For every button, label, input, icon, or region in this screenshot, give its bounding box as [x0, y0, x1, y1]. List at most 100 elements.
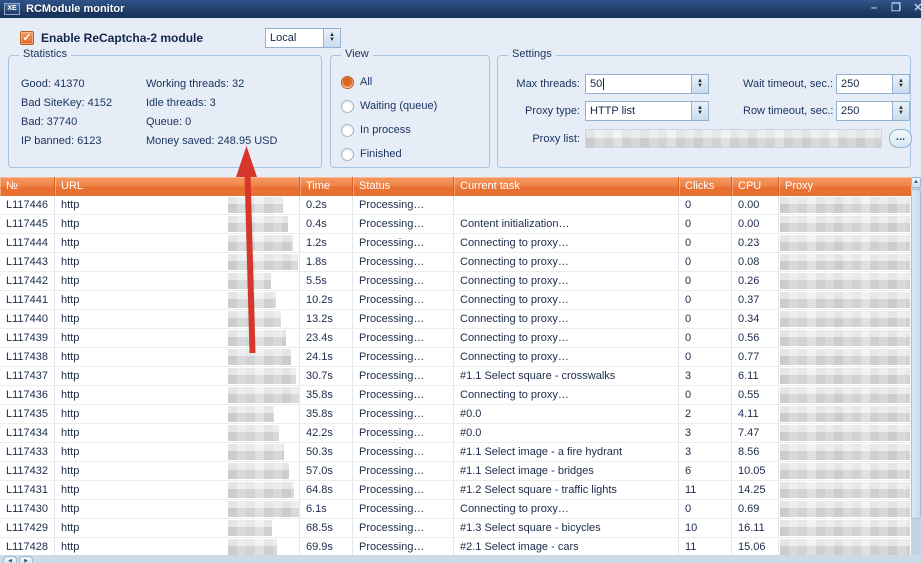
close-button[interactable]: ✕ [913, 2, 921, 14]
minimize-button[interactable]: – [870, 2, 878, 14]
view-option-inprocess[interactable]: In process [341, 122, 411, 138]
table-row[interactable]: L117442 http 5.5s Processing… Connecting… [0, 272, 911, 291]
cell-url: http [55, 272, 300, 290]
radio-icon[interactable] [341, 99, 354, 113]
cell-clicks: 6 [679, 462, 732, 480]
window-title: RCModule monitor [26, 3, 125, 15]
proxy-list-field-redacted[interactable] [585, 129, 882, 148]
settings-group: Settings Max threads: 50 ▲ ▼ Proxy type: … [497, 48, 912, 168]
row-timeout-input[interactable]: 250 ▲ ▼ [836, 101, 910, 121]
scroll-left-icon[interactable]: ◀ [3, 556, 17, 563]
table-row[interactable]: L117439 http 23.4s Processing… Connectin… [0, 329, 911, 348]
vertical-scrollbar[interactable]: ▲ [911, 177, 921, 556]
statistics-group: Statistics Good: 41370 Bad SiteKey: 4152 B… [8, 48, 322, 168]
cell-time: 30.7s [300, 367, 353, 385]
wait-timeout-input[interactable]: 250 ▲ ▼ [836, 74, 910, 94]
mode-value[interactable]: Local [265, 28, 323, 48]
redacted-url [228, 539, 277, 555]
table-row[interactable]: L117429 http 68.5s Processing… #1.3 Sele… [0, 519, 911, 538]
view-option-finished[interactable]: Finished [341, 146, 402, 162]
scroll-right-icon[interactable]: ▶ [19, 556, 33, 563]
cell-proxy [779, 500, 911, 518]
exe-icon: XE [4, 3, 20, 15]
cell-url: http [55, 310, 300, 328]
table-row[interactable]: L117435 http 35.8s Processing… #0.0 2 4.… [0, 405, 911, 424]
max-threads-spinner[interactable]: ▲ ▼ [691, 74, 709, 94]
col-cpu[interactable]: CPU [732, 177, 779, 196]
redacted-proxy [780, 273, 910, 289]
cell-proxy [779, 310, 911, 328]
radio-icon[interactable] [341, 75, 354, 89]
cell-id: L117436 [0, 386, 55, 404]
table-row[interactable]: L117441 http 10.2s Processing… Connectin… [0, 291, 911, 310]
table-row[interactable]: L117444 http 1.2s Processing… Connecting… [0, 234, 911, 253]
cell-time: 10.2s [300, 291, 353, 309]
col-url[interactable]: URL [55, 177, 300, 196]
radio-icon[interactable] [341, 123, 354, 137]
table-row[interactable]: L117436 http 35.8s Processing… Connectin… [0, 386, 911, 405]
table-row[interactable]: L117430 http 6.1s Processing… Connecting… [0, 500, 911, 519]
proxy-list-browse-button[interactable]: ... [889, 129, 912, 148]
settings-title: Settings [508, 48, 556, 60]
view-option-all[interactable]: All [341, 74, 372, 90]
cell-task: Connecting to proxy… [454, 348, 679, 366]
horizontal-scrollbar[interactable]: ◀ ▶ [0, 555, 921, 563]
cell-cpu: 0.00 [732, 196, 779, 214]
table-row[interactable]: L117437 http 30.7s Processing… #1.1 Sele… [0, 367, 911, 386]
scroll-up-icon[interactable]: ▲ [911, 177, 921, 188]
mode-select[interactable]: Local ▲ ▼ [265, 28, 341, 48]
redacted-proxy [780, 368, 910, 384]
cell-time: 23.4s [300, 329, 353, 347]
spin-up-icon[interactable]: ▲ [329, 32, 335, 38]
table-header[interactable]: № URL Time Status Current task Clicks CP… [0, 177, 911, 196]
col-proxy[interactable]: Proxy [779, 177, 911, 196]
table-row[interactable]: L117438 http 24.1s Processing… Connectin… [0, 348, 911, 367]
row-timeout-spinner[interactable]: ▲ ▼ [892, 101, 910, 121]
mode-spinner[interactable]: ▲ ▼ [323, 28, 341, 48]
col-time[interactable]: Time [300, 177, 353, 196]
title-bar[interactable]: XE RCModule monitor – ❐ ✕ [0, 0, 921, 18]
enable-module-checkbox[interactable]: ✓ [20, 31, 34, 45]
cell-clicks: 3 [679, 443, 732, 461]
view-option-waiting[interactable]: Waiting (queue) [341, 98, 437, 114]
cell-clicks: 0 [679, 253, 732, 271]
cell-url: http [55, 405, 300, 423]
col-current-task[interactable]: Current task [454, 177, 679, 196]
cell-status: Processing… [353, 462, 454, 480]
col-clicks[interactable]: Clicks [679, 177, 732, 196]
spin-down-icon[interactable]: ▼ [329, 37, 335, 43]
cell-status: Processing… [353, 500, 454, 518]
col-number[interactable]: № [0, 177, 55, 196]
col-status[interactable]: Status [353, 177, 454, 196]
vertical-scroll-thumb[interactable] [911, 189, 921, 519]
proxy-type-select[interactable]: HTTP list ▲ ▼ [585, 101, 709, 121]
cell-task: Connecting to proxy… [454, 253, 679, 271]
cell-status: Processing… [353, 310, 454, 328]
table-row[interactable]: L117446 http 0.2s Processing… 0 0.00 [0, 196, 911, 215]
cell-task: Connecting to proxy… [454, 500, 679, 518]
cell-url: http [55, 348, 300, 366]
table-row[interactable]: L117432 http 57.0s Processing… #1.1 Sele… [0, 462, 911, 481]
cell-clicks: 2 [679, 405, 732, 423]
cell-time: 64.8s [300, 481, 353, 499]
table-row[interactable]: L117434 http 42.2s Processing… #0.0 3 7.… [0, 424, 911, 443]
table-row[interactable]: L117443 http 1.8s Processing… Connecting… [0, 253, 911, 272]
cell-proxy [779, 291, 911, 309]
proxy-type-spinner[interactable]: ▲ ▼ [691, 101, 709, 121]
table-row[interactable]: L117431 http 64.8s Processing… #1.2 Sele… [0, 481, 911, 500]
maximize-button[interactable]: ❐ [891, 2, 901, 14]
max-threads-input[interactable]: 50 ▲ ▼ [585, 74, 709, 94]
table-row[interactable]: L117445 http 0.4s Processing… Content in… [0, 215, 911, 234]
cell-id: L117430 [0, 500, 55, 518]
wait-timeout-spinner[interactable]: ▲ ▼ [892, 74, 910, 94]
cell-task: Connecting to proxy… [454, 234, 679, 252]
table-row[interactable]: L117433 http 50.3s Processing… #1.1 Sele… [0, 443, 911, 462]
redacted-proxy [780, 235, 910, 251]
cell-cpu: 0.26 [732, 272, 779, 290]
cell-url: http [55, 462, 300, 480]
cell-proxy [779, 253, 911, 271]
table-row[interactable]: L117440 http 13.2s Processing… Connectin… [0, 310, 911, 329]
redacted-proxy [780, 444, 910, 460]
redacted-url [228, 444, 284, 460]
radio-icon[interactable] [341, 147, 354, 161]
